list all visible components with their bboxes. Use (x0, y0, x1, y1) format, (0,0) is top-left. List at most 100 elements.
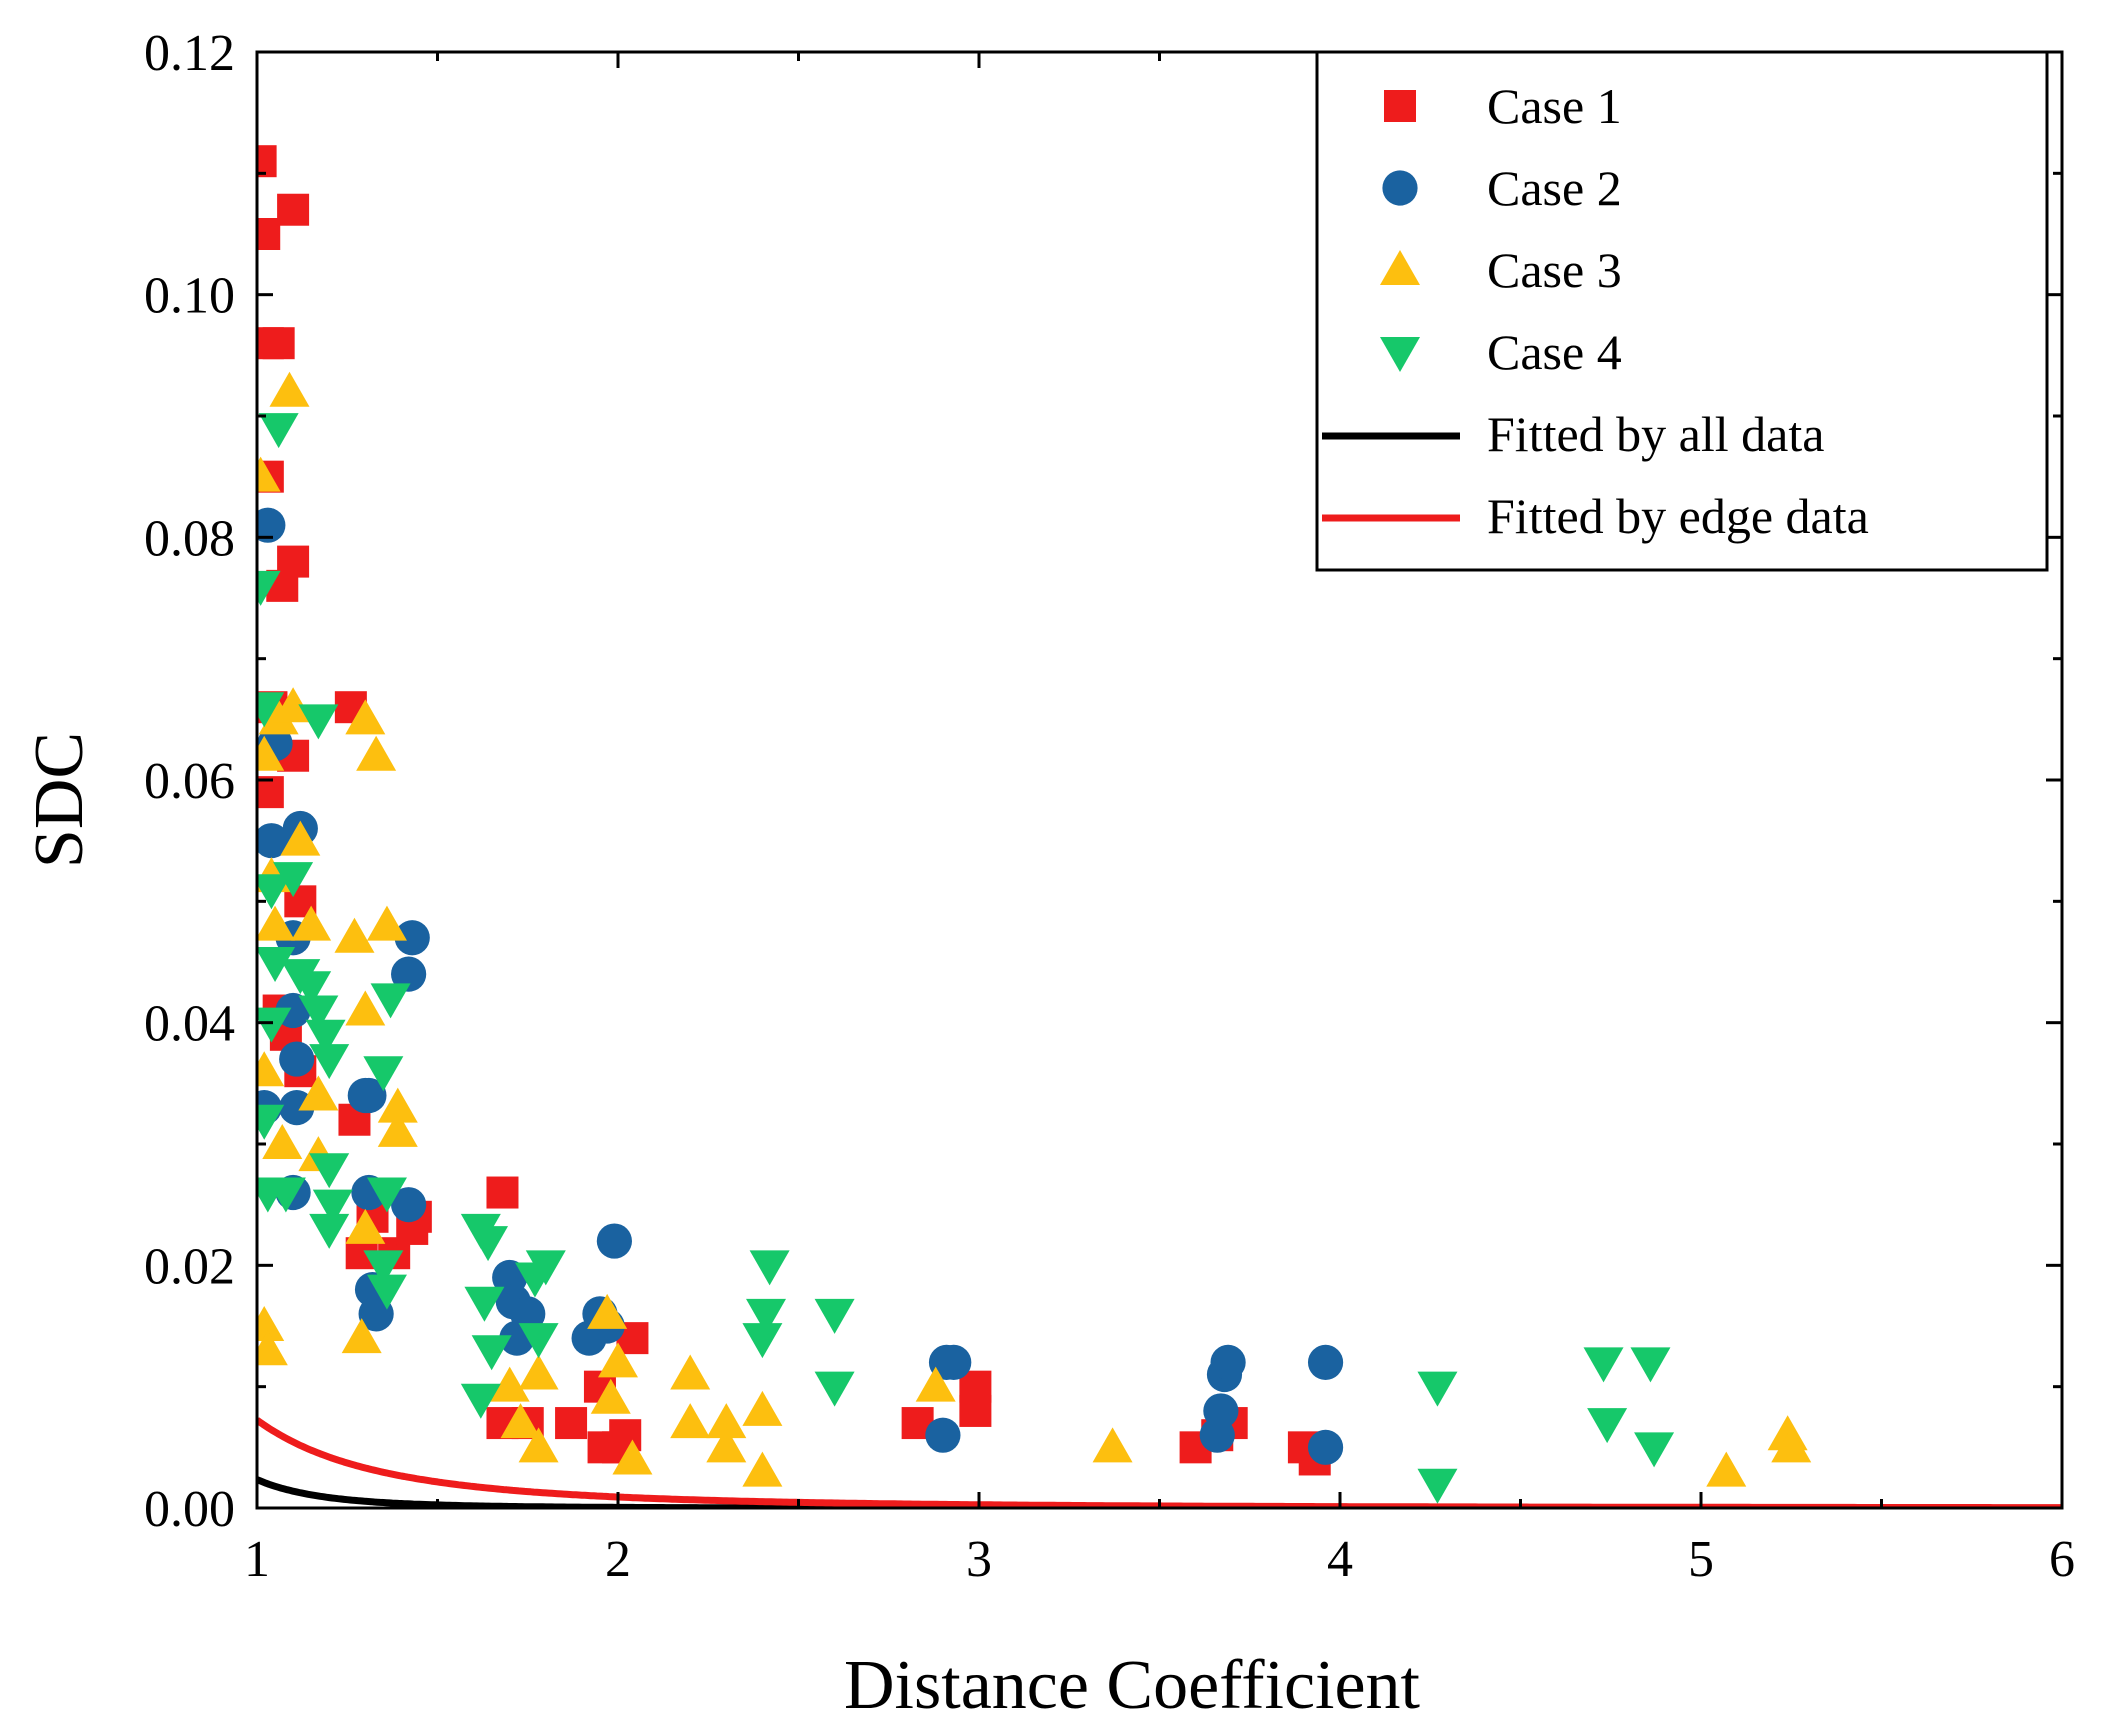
data-point (468, 1226, 509, 1262)
data-point (1634, 1432, 1675, 1468)
legend-item: Fitted by edge data (1322, 488, 1869, 544)
data-point (280, 820, 321, 856)
data-point (257, 570, 281, 606)
data-point (312, 1189, 353, 1225)
data-point (489, 1366, 530, 1402)
data-point (500, 1403, 541, 1439)
data-point (1203, 1393, 1239, 1429)
data-point (273, 687, 314, 723)
data-point (269, 371, 310, 407)
data-point (742, 1323, 783, 1359)
data-point (1587, 1408, 1628, 1444)
y-tick-label: 0.04 (144, 996, 235, 1053)
data-point (277, 545, 310, 578)
data-point (309, 1044, 350, 1080)
data-point (257, 507, 286, 543)
data-point (391, 1187, 427, 1223)
data-point (257, 1330, 288, 1366)
data-point (1210, 1344, 1246, 1380)
data-point (366, 1177, 407, 1213)
legend: Case 1 Case 2 Case 3 Case 4 Fitted by all da… (1315, 50, 2049, 572)
data-point (464, 1286, 505, 1322)
data-point (377, 1111, 418, 1147)
data-point (356, 735, 397, 771)
data-point (298, 704, 339, 740)
data-point (742, 1451, 783, 1487)
data-point (257, 456, 281, 492)
data-point (366, 905, 407, 941)
data-point (1092, 1427, 1133, 1463)
data-point (363, 1056, 404, 1092)
data-point (590, 1378, 631, 1414)
data-point (305, 1019, 346, 1055)
axes: 1 2 3 4 5 6 0.00 0.02 0.04 0.06 0.08 0.10 0.12 (144, 25, 2075, 1588)
data-point (257, 1007, 292, 1043)
data-point (915, 1366, 956, 1402)
legend-label: Fitted by all data (1487, 406, 1824, 462)
legend-item: Case 1 (1384, 78, 1622, 134)
data-point (345, 699, 386, 735)
data-point (510, 1296, 546, 1332)
data-point (670, 1403, 711, 1439)
legend-label: Case 3 (1487, 242, 1622, 298)
data-point (257, 735, 285, 771)
data-point (525, 1250, 566, 1286)
legend-label: Fitted by edge data (1487, 488, 1869, 544)
y-axis-title: SDC (21, 732, 98, 868)
data-point (341, 1318, 382, 1354)
data-point (291, 905, 332, 941)
legend-item: Case 2 (1382, 160, 1622, 216)
data-point (1307, 1429, 1344, 1465)
legend-label: Case 2 (1487, 160, 1622, 216)
data-point (555, 1407, 588, 1440)
data-point (257, 145, 277, 178)
data-point (309, 1153, 350, 1189)
legend-marker (1380, 337, 1420, 372)
data-point (814, 1298, 855, 1334)
data-point (345, 990, 386, 1026)
data-point (609, 1419, 642, 1452)
data-point (257, 947, 296, 982)
y-tick-label: 0.06 (144, 753, 235, 810)
data-points (257, 145, 2062, 1508)
x-tick-label: 4 (1327, 1531, 1353, 1588)
data-point (518, 1427, 559, 1463)
x-tick-label: 5 (1688, 1531, 1714, 1588)
data-point (298, 995, 339, 1031)
data-point (486, 1176, 519, 1209)
data-point (370, 983, 411, 1019)
data-point (1307, 1344, 1344, 1380)
data-point (587, 1293, 628, 1329)
data-point (265, 1177, 306, 1213)
data-point (309, 1213, 350, 1249)
data-point (257, 905, 296, 941)
data-point (1583, 1347, 1624, 1383)
legend-marker (1384, 90, 1416, 122)
data-point (277, 193, 310, 226)
data-point (814, 1371, 855, 1407)
data-point (257, 1104, 285, 1140)
legend-item: Case 4 (1380, 324, 1622, 380)
data-point (291, 971, 332, 1007)
y-tick-label: 0.00 (144, 1481, 235, 1538)
data-point (258, 413, 299, 449)
data-point (262, 1124, 303, 1159)
data-point (257, 218, 281, 250)
data-point (298, 1075, 339, 1111)
legend-item: Case 3 (1380, 242, 1622, 298)
data-point (706, 1427, 747, 1463)
data-point (596, 1223, 632, 1259)
plot-area (257, 145, 2062, 1508)
y-tick-label: 0.10 (144, 268, 235, 325)
y-tick-label: 0.02 (144, 1238, 235, 1295)
data-point (394, 920, 430, 956)
data-point (273, 862, 314, 898)
series-case-4 (257, 413, 1675, 1504)
legend-item: Fitted by all data (1322, 406, 1824, 462)
data-point (1417, 1468, 1458, 1504)
legend-label: Case 1 (1487, 78, 1622, 134)
data-point (1771, 1427, 1812, 1463)
data-point (670, 1354, 711, 1390)
x-axis-title: Distance Coefficient (844, 1647, 1421, 1724)
data-point (391, 956, 427, 992)
